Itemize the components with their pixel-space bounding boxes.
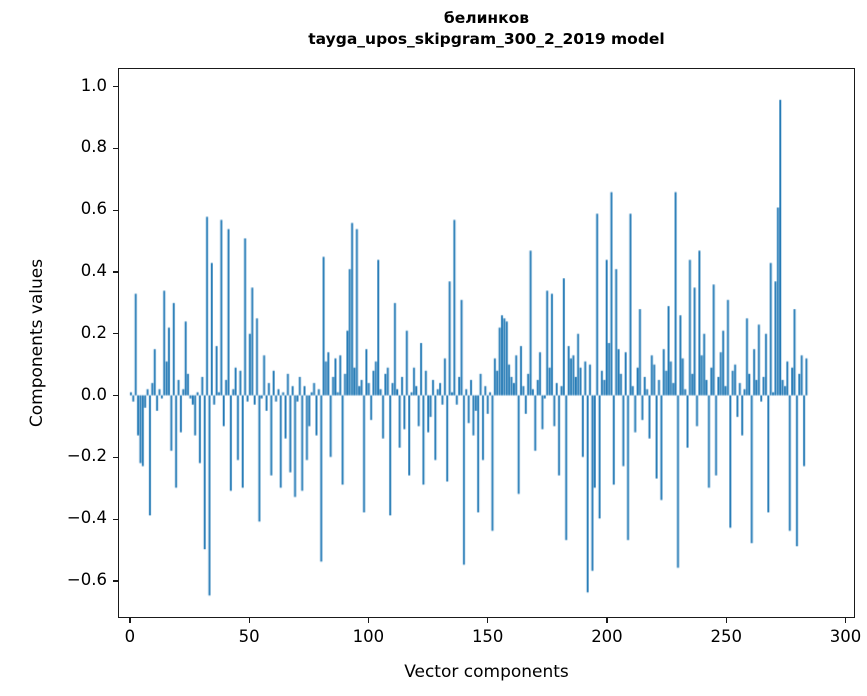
chart-title-line-1: белинков <box>443 9 530 27</box>
x-tick-mark <box>487 618 489 623</box>
x-tick-label: 250 <box>710 627 742 646</box>
x-tick-label: 100 <box>352 627 385 646</box>
y-tick-mark <box>113 271 118 273</box>
y-tick-mark <box>113 394 118 397</box>
y-tick-label: 0.4 <box>80 260 107 280</box>
x-tick-label: 150 <box>471 627 504 646</box>
y-tick-mark <box>113 333 118 335</box>
y-tick-label: 1.0 <box>80 75 107 95</box>
y-axis-label: Components values <box>27 258 47 428</box>
x-tick-mark <box>367 618 370 623</box>
y-tick-mark <box>113 518 118 520</box>
x-tick-mark <box>606 618 608 623</box>
x-tick-label: 200 <box>591 627 623 646</box>
y-tick-label: −0.4 <box>66 508 107 528</box>
x-tick-mark <box>725 618 727 623</box>
x-tick-label: 300 <box>829 627 862 646</box>
x-axis-label: Vector components <box>404 662 569 682</box>
chart-title-line-2: tayga_upos_skipgram_300_2_2019 model <box>308 30 665 48</box>
y-tick-mark <box>113 580 118 582</box>
y-tick-label: 0.0 <box>80 384 107 404</box>
bar-plot-canvas <box>119 69 854 617</box>
x-tick-label: 50 <box>238 627 260 646</box>
y-tick-label: −0.2 <box>66 446 107 466</box>
y-tick-label: 0.8 <box>80 137 107 157</box>
x-tick-mark <box>844 618 847 623</box>
y-tick-mark <box>113 85 118 88</box>
y-tick-mark <box>113 209 118 211</box>
y-tick-label: 0.6 <box>80 199 107 219</box>
y-tick-mark <box>113 147 118 149</box>
x-tick-mark <box>129 618 131 623</box>
plot-axes <box>118 68 855 618</box>
y-tick-label: −0.6 <box>66 569 107 589</box>
chart-title: белинков tayga_upos_skipgram_300_2_2019 … <box>118 8 855 50</box>
x-tick-mark <box>248 618 250 623</box>
x-tick-label: 0 <box>124 627 136 646</box>
y-tick-label: 0.2 <box>80 322 107 342</box>
y-tick-mark <box>113 456 118 458</box>
